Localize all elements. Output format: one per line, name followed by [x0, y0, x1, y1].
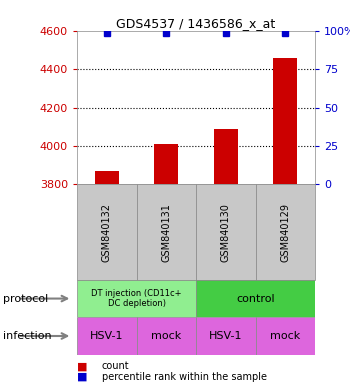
- Bar: [77, 184, 136, 280]
- Text: DT injection (CD11c+
DC depletion): DT injection (CD11c+ DC depletion): [91, 289, 182, 308]
- Bar: [95, 171, 119, 184]
- Text: mock: mock: [151, 331, 181, 341]
- Text: count: count: [102, 361, 129, 371]
- Text: GSM840132: GSM840132: [102, 203, 112, 262]
- Text: protocol: protocol: [4, 293, 49, 304]
- Bar: [196, 280, 315, 317]
- Text: HSV-1: HSV-1: [90, 331, 124, 341]
- Bar: [256, 317, 315, 355]
- Text: infection: infection: [4, 331, 52, 341]
- Bar: [273, 58, 297, 184]
- Text: GSM840131: GSM840131: [161, 203, 171, 262]
- Text: HSV-1: HSV-1: [209, 331, 243, 341]
- Text: mock: mock: [270, 331, 300, 341]
- Text: GSM840130: GSM840130: [221, 203, 231, 262]
- Title: GDS4537 / 1436586_x_at: GDS4537 / 1436586_x_at: [116, 17, 276, 30]
- Bar: [256, 184, 315, 280]
- Bar: [77, 317, 136, 355]
- Bar: [77, 280, 196, 317]
- Text: control: control: [236, 293, 275, 304]
- Text: ■: ■: [77, 372, 88, 382]
- Text: ■: ■: [77, 361, 88, 371]
- Bar: [196, 317, 256, 355]
- Bar: [196, 184, 256, 280]
- Bar: [154, 144, 178, 184]
- Text: percentile rank within the sample: percentile rank within the sample: [102, 372, 266, 382]
- Bar: [214, 129, 238, 184]
- Bar: [136, 317, 196, 355]
- Bar: [136, 184, 196, 280]
- Text: GSM840129: GSM840129: [280, 203, 290, 262]
